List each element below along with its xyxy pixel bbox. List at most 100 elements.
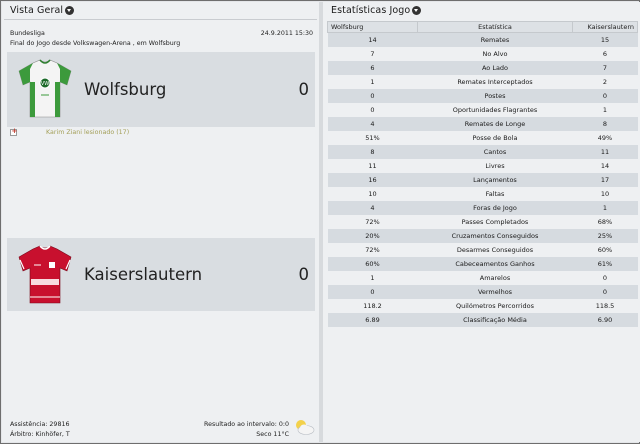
stat-home-value: 51% [327, 130, 418, 145]
match-footer: Assistência: 29816 Resultado ao interval… [10, 420, 313, 440]
stats-body: 14 Remates 15 7 No Alvo 6 6 Ao Lado 7 1 Remates In… [327, 32, 638, 327]
stat-away-value: 49% [572, 130, 638, 145]
stats-row: 118.2 Quilómetros Percorridos 118.5 [327, 298, 638, 313]
stat-away-value: 15 [572, 32, 638, 47]
chevron-down-icon[interactable] [65, 6, 75, 15]
column-header-away[interactable]: Kaiserslautern [572, 21, 638, 33]
chevron-down-icon[interactable] [412, 6, 422, 15]
stats-header[interactable]: Estatísticas Jogo [323, 2, 640, 19]
referee-text[interactable]: Árbitro: Kinhöfer, T [10, 431, 70, 438]
stats-row: 1 Amarelos 0 [327, 270, 638, 285]
stats-row: 16 Lançamentos 17 [327, 172, 638, 187]
stat-home-value: 14 [327, 32, 418, 47]
stats-title: Estatísticas Jogo [331, 5, 411, 16]
stat-label: Cruzamentos Conseguidos [417, 228, 573, 243]
stat-home-value: 4 [327, 200, 418, 215]
stats-row: 51% Posse de Bola 49% [327, 130, 638, 145]
stat-label: Remates Interceptados [417, 74, 573, 89]
stats-row: 4 Foras de Jogo 1 [327, 200, 638, 215]
stat-label: Postes [417, 88, 573, 103]
stats-row: 11 Livres 14 [327, 158, 638, 173]
column-header-stat[interactable]: Estatística [417, 21, 573, 33]
attendance-text: Assistência: 29816 [10, 421, 70, 428]
stat-away-value: 7 [572, 60, 638, 75]
away-team-score: 0 [298, 265, 310, 284]
svg-text:VW: VW [41, 81, 49, 87]
stats-row: 1 Remates Interceptados 2 [327, 74, 638, 89]
home-shirt-icon: VW [18, 59, 72, 118]
stat-label: Faltas [417, 186, 573, 201]
stats-row: 4 Remates de Longe 8 [327, 116, 638, 131]
halftime-score-text: Resultado ao intervalo: 0:0 [204, 421, 289, 428]
stats-table: Wolfsburg Estatística Kaiserslautern 14 R… [327, 21, 638, 327]
stat-label: Quilómetros Percorridos [417, 298, 573, 313]
stat-label: Posse de Bola [417, 130, 573, 145]
match-subtitle: Final do Jogo desde Volkswagen-Arena , e… [10, 40, 181, 47]
stats-row: 6 Ao Lado 7 [327, 60, 638, 75]
stat-home-value: 60% [327, 256, 418, 271]
stat-home-value: 1 [327, 74, 418, 89]
stat-label: Remates [417, 32, 573, 47]
stat-home-value: 118.2 [327, 298, 418, 313]
stat-home-value: 10 [327, 186, 418, 201]
overview-panel: Vista Geral Bundesliga 24.9.2011 15:30 F… [2, 2, 319, 442]
overview-header[interactable]: Vista Geral [2, 2, 319, 19]
home-team-box: VW Wolfsburg 0 [7, 52, 315, 127]
stats-row: 6.89 Classificação Média 6.90 [327, 312, 638, 327]
stat-label: Livres [417, 158, 573, 173]
stat-home-value: 0 [327, 102, 418, 117]
stat-away-value: 6 [572, 46, 638, 61]
stat-away-value: 61% [572, 256, 638, 271]
stat-away-value: 0 [572, 284, 638, 299]
overview-title: Vista Geral [10, 5, 64, 16]
stats-row: 72% Passes Completados 68% [327, 214, 638, 229]
stats-panel: Estatísticas Jogo Wolfsburg Estatística … [323, 2, 640, 442]
stat-home-value: 6.89 [327, 312, 418, 327]
event-row: Karim Ziani lesionado (17) [10, 127, 310, 138]
stat-away-value: 60% [572, 242, 638, 257]
stat-away-value: 17 [572, 172, 638, 187]
stat-away-value: 6.90 [572, 312, 638, 327]
stat-label: Foras de Jogo [417, 200, 573, 215]
stats-row: 10 Faltas 10 [327, 186, 638, 201]
stat-label: Desarmes Conseguidos [417, 242, 573, 257]
home-team-score: 0 [298, 80, 310, 99]
stat-home-value: 0 [327, 284, 418, 299]
stat-label: No Alvo [417, 46, 573, 61]
stat-label: Lançamentos [417, 172, 573, 187]
away-team-box: Kaiserslautern 0 [7, 238, 315, 311]
stat-label: Remates de Longe [417, 116, 573, 131]
stats-row: 72% Desarmes Conseguidos 60% [327, 242, 638, 257]
injury-event-text[interactable]: Karim Ziani lesionado (17) [46, 129, 130, 136]
stat-home-value: 72% [327, 242, 418, 257]
stats-row: 0 Oportunidades Flagrantes 1 [327, 102, 638, 117]
competition-label[interactable]: Bundesliga [10, 30, 45, 37]
stat-away-value: 0 [572, 88, 638, 103]
stat-home-value: 11 [327, 158, 418, 173]
stat-home-value: 0 [327, 88, 418, 103]
stats-row: 60% Cabeceamentos Ganhos 61% [327, 256, 638, 271]
stat-away-value: 2 [572, 74, 638, 89]
stat-label: Cantos [417, 144, 573, 159]
stat-label: Amarelos [417, 270, 573, 285]
match-datetime: 24.9.2011 15:30 [260, 30, 313, 37]
stat-home-value: 72% [327, 214, 418, 229]
column-header-home[interactable]: Wolfsburg [327, 21, 418, 33]
stat-label: Vermelhos [417, 284, 573, 299]
stat-label: Oportunidades Flagrantes [417, 102, 573, 117]
stats-header-row: Wolfsburg Estatística Kaiserslautern [327, 21, 638, 33]
away-team-name[interactable]: Kaiserslautern [84, 265, 203, 284]
stat-away-value: 1 [572, 200, 638, 215]
stats-row: 0 Postes 0 [327, 88, 638, 103]
stats-row: 8 Cantos 11 [327, 144, 638, 159]
stat-home-value: 20% [327, 228, 418, 243]
injury-icon [10, 127, 17, 136]
panel-divider[interactable] [319, 2, 323, 442]
stat-label: Ao Lado [417, 60, 573, 75]
stat-label: Cabeceamentos Ganhos [417, 256, 573, 271]
stat-home-value: 7 [327, 46, 418, 61]
cloud-sun-icon [296, 420, 315, 435]
stat-label: Passes Completados [417, 214, 573, 229]
home-team-name[interactable]: Wolfsburg [84, 80, 167, 99]
